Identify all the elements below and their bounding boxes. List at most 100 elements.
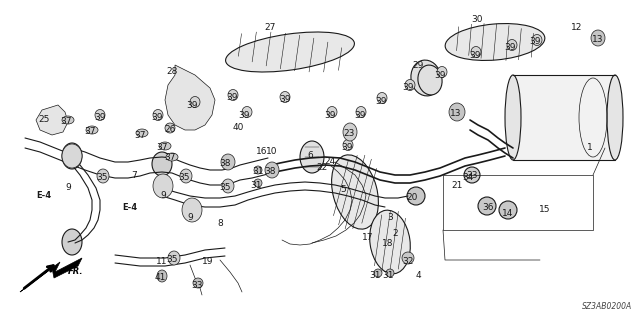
Text: 11: 11 <box>156 256 168 265</box>
Ellipse shape <box>228 90 238 100</box>
Text: 37: 37 <box>156 144 168 152</box>
Text: 31: 31 <box>250 181 262 189</box>
Bar <box>443 175 593 230</box>
Text: 10: 10 <box>266 147 278 157</box>
Text: 39: 39 <box>341 144 353 152</box>
Ellipse shape <box>327 107 337 117</box>
Text: 38: 38 <box>264 167 276 176</box>
Text: 39: 39 <box>227 93 237 102</box>
Ellipse shape <box>499 201 517 219</box>
Ellipse shape <box>165 123 175 133</box>
Text: 29: 29 <box>412 61 424 70</box>
Text: 35: 35 <box>179 174 189 182</box>
Text: 25: 25 <box>38 115 50 124</box>
Ellipse shape <box>193 278 203 288</box>
Ellipse shape <box>478 197 496 215</box>
Ellipse shape <box>332 155 378 229</box>
Text: 3: 3 <box>387 213 393 222</box>
Text: 6: 6 <box>307 151 313 160</box>
Ellipse shape <box>437 66 447 78</box>
Ellipse shape <box>300 141 324 173</box>
Text: E-4: E-4 <box>36 190 52 199</box>
Text: 35: 35 <box>96 174 108 182</box>
Text: 39: 39 <box>151 114 163 122</box>
Text: 20: 20 <box>406 192 418 202</box>
Text: 24: 24 <box>324 158 335 167</box>
Ellipse shape <box>62 144 82 168</box>
Ellipse shape <box>505 75 521 160</box>
Text: 1: 1 <box>587 144 593 152</box>
Text: 34: 34 <box>462 174 474 182</box>
Text: 15: 15 <box>540 205 551 214</box>
Text: 26: 26 <box>164 125 176 135</box>
Text: 39: 39 <box>355 110 365 120</box>
Text: 33: 33 <box>191 280 203 290</box>
Ellipse shape <box>97 169 109 183</box>
Ellipse shape <box>180 169 192 183</box>
Text: E-4: E-4 <box>122 204 138 212</box>
Ellipse shape <box>242 107 252 117</box>
Ellipse shape <box>182 198 202 222</box>
Text: 23: 23 <box>343 129 355 137</box>
Text: 35: 35 <box>166 256 178 264</box>
Ellipse shape <box>532 34 542 46</box>
Text: SZ3AB0200A: SZ3AB0200A <box>582 302 632 311</box>
Ellipse shape <box>159 142 171 150</box>
Ellipse shape <box>405 79 415 91</box>
Ellipse shape <box>152 152 172 176</box>
Text: 14: 14 <box>502 209 514 218</box>
Text: 37: 37 <box>84 128 96 137</box>
Text: 28: 28 <box>166 68 178 77</box>
Text: 36: 36 <box>483 204 493 212</box>
Text: 39: 39 <box>324 110 336 120</box>
Ellipse shape <box>221 154 235 170</box>
Ellipse shape <box>153 109 163 121</box>
Text: 9: 9 <box>65 183 71 192</box>
Text: 27: 27 <box>264 24 276 33</box>
Text: 16: 16 <box>256 147 268 157</box>
Text: 30: 30 <box>471 16 483 25</box>
Text: 39: 39 <box>186 100 198 109</box>
Text: 33: 33 <box>467 170 477 180</box>
Text: 4: 4 <box>415 271 421 280</box>
Text: 35: 35 <box>220 183 231 192</box>
Text: 39: 39 <box>375 98 387 107</box>
Ellipse shape <box>222 179 234 193</box>
Text: 9: 9 <box>160 190 166 199</box>
Text: 38: 38 <box>220 159 231 167</box>
Text: 9: 9 <box>187 213 193 222</box>
Text: 39: 39 <box>94 114 106 122</box>
Text: 39: 39 <box>529 38 541 47</box>
Text: 7: 7 <box>131 170 137 180</box>
Bar <box>513 75 615 160</box>
Ellipse shape <box>62 229 82 255</box>
Text: FR.: FR. <box>68 268 83 277</box>
Ellipse shape <box>254 166 262 174</box>
Ellipse shape <box>166 153 178 161</box>
Ellipse shape <box>157 270 167 282</box>
Ellipse shape <box>343 123 357 141</box>
Text: 39: 39 <box>279 95 291 105</box>
Ellipse shape <box>343 139 353 151</box>
Text: 39: 39 <box>504 43 516 53</box>
Text: 2: 2 <box>392 228 398 238</box>
Ellipse shape <box>386 269 394 277</box>
Text: 31: 31 <box>369 271 381 279</box>
Ellipse shape <box>95 109 105 121</box>
Text: 21: 21 <box>451 181 463 189</box>
Text: 39: 39 <box>238 110 250 120</box>
Text: 37: 37 <box>164 153 176 162</box>
Text: 18: 18 <box>382 239 394 248</box>
Text: 37: 37 <box>60 117 72 127</box>
Text: 12: 12 <box>572 24 582 33</box>
Ellipse shape <box>280 92 290 102</box>
Text: 39: 39 <box>469 50 481 60</box>
Ellipse shape <box>591 30 605 46</box>
Ellipse shape <box>356 107 366 117</box>
Ellipse shape <box>190 97 200 108</box>
Ellipse shape <box>62 116 74 124</box>
Text: 41: 41 <box>154 273 166 283</box>
Ellipse shape <box>402 252 414 264</box>
Text: 32: 32 <box>403 256 413 265</box>
Text: 39: 39 <box>403 84 413 93</box>
